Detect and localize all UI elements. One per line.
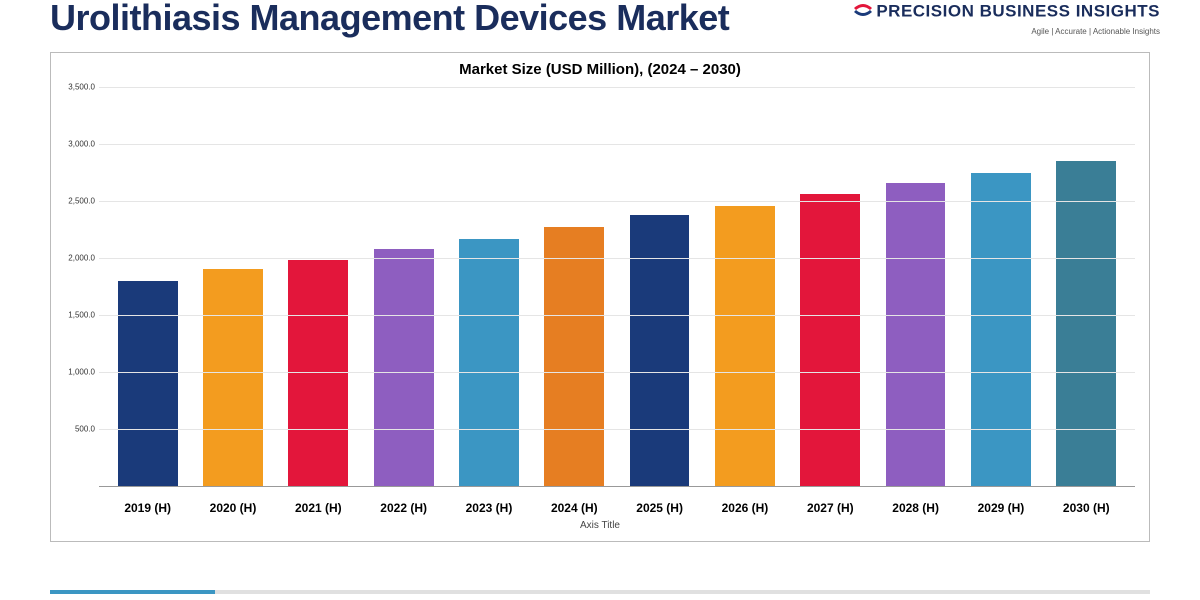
bar — [288, 260, 348, 486]
y-tick-label: 2,500.0 — [57, 197, 95, 206]
grid-line — [99, 372, 1135, 373]
bar-slot — [1044, 87, 1129, 486]
bar-slot — [617, 87, 702, 486]
bar-slot — [532, 87, 617, 486]
x-tick-label: 2027 (H) — [788, 501, 873, 515]
chart-title: Market Size (USD Million), (2024 – 2030) — [51, 53, 1149, 80]
grid-line — [99, 87, 1135, 88]
brand-logo: PRECISION BUSINESS INSIGHTS Agile | Accu… — [852, 0, 1160, 36]
bars-row — [99, 87, 1135, 486]
x-tick-label: 2021 (H) — [276, 501, 361, 515]
y-tick-label: 3,000.0 — [57, 140, 95, 149]
x-tick-label: 2020 (H) — [190, 501, 275, 515]
x-tick-label: 2026 (H) — [702, 501, 787, 515]
bar-slot — [105, 87, 190, 486]
page-title: Urolithiasis Management Devices Market — [50, 0, 729, 36]
x-tick-label: 2024 (H) — [532, 501, 617, 515]
bar — [886, 183, 946, 486]
x-tick-label: 2019 (H) — [105, 501, 190, 515]
bar — [800, 194, 860, 486]
grid-line — [99, 144, 1135, 145]
bar — [374, 249, 434, 486]
grid-line — [99, 201, 1135, 202]
logo-text: PRECISION BUSINESS INSIGHTS — [876, 2, 1160, 21]
bar-slot — [361, 87, 446, 486]
x-tick-label: 2022 (H) — [361, 501, 446, 515]
x-tick-label: 2023 (H) — [446, 501, 531, 515]
bar — [459, 239, 519, 486]
x-tick-label: 2029 (H) — [958, 501, 1043, 515]
grid-line — [99, 258, 1135, 259]
y-tick-label: 2,000.0 — [57, 254, 95, 263]
x-axis-labels: 2019 (H)2020 (H)2021 (H)2022 (H)2023 (H)… — [99, 501, 1135, 515]
bar-slot — [702, 87, 787, 486]
plot-area: 500.01,000.01,500.02,000.02,500.03,000.0… — [99, 87, 1135, 487]
bar — [971, 173, 1031, 487]
x-tick-label: 2028 (H) — [873, 501, 958, 515]
x-tick-label: 2025 (H) — [617, 501, 702, 515]
bar-slot — [788, 87, 873, 486]
chart-container: Market Size (USD Million), (2024 – 2030)… — [50, 52, 1150, 542]
bar — [715, 206, 775, 486]
bar — [1056, 161, 1116, 486]
bar — [203, 269, 263, 486]
y-tick-label: 3,500.0 — [57, 83, 95, 92]
footer-rule — [50, 590, 1150, 594]
x-axis-title: Axis Title — [51, 520, 1149, 531]
bar-slot — [446, 87, 531, 486]
logo-icon — [852, 0, 874, 25]
bar-slot — [873, 87, 958, 486]
y-tick-label: 1,000.0 — [57, 368, 95, 377]
grid-line — [99, 315, 1135, 316]
y-tick-label: 500.0 — [57, 425, 95, 434]
bar — [630, 215, 690, 486]
logo-tagline: Agile | Accurate | Actionable Insights — [852, 27, 1160, 36]
bar-slot — [958, 87, 1043, 486]
bar — [118, 281, 178, 486]
bar — [544, 227, 604, 486]
x-tick-label: 2030 (H) — [1044, 501, 1129, 515]
bar-slot — [276, 87, 361, 486]
y-tick-label: 1,500.0 — [57, 311, 95, 320]
bar-slot — [190, 87, 275, 486]
grid-line — [99, 429, 1135, 430]
